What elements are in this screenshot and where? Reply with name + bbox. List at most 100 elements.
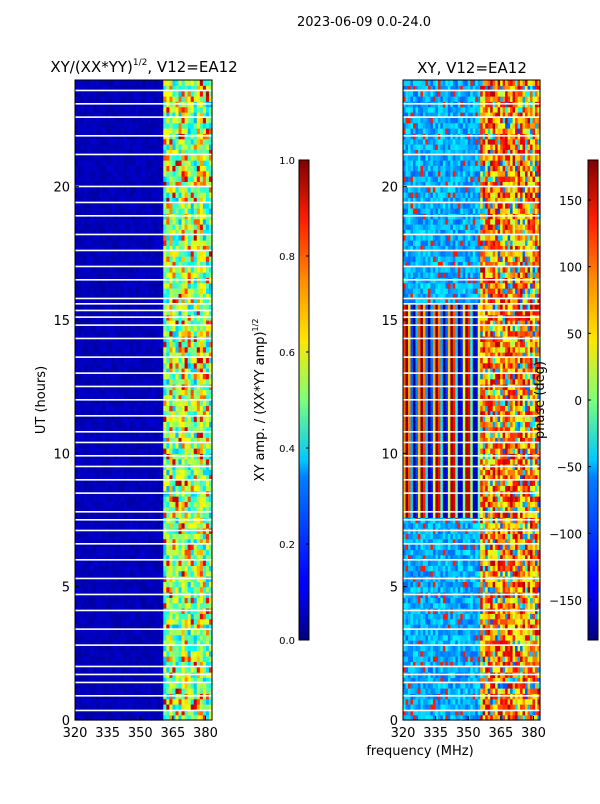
heatmap-cell xyxy=(178,288,183,294)
heatmap-cell xyxy=(187,128,192,134)
heatmap-cell xyxy=(132,282,137,289)
heatmap-cell xyxy=(117,176,122,182)
heatmap-cell xyxy=(123,485,128,492)
heatmap-cell xyxy=(114,714,119,721)
heatmap-cell xyxy=(120,613,125,620)
heatmap-cell xyxy=(108,410,113,417)
heatmap-cell xyxy=(96,400,100,406)
heatmap-cell xyxy=(84,293,88,300)
heatmap-cell xyxy=(172,389,177,396)
heatmap-cell xyxy=(93,352,97,358)
heatmap-cell xyxy=(172,346,177,353)
heatmap-cell xyxy=(129,650,134,657)
heatmap-cell xyxy=(102,650,107,657)
heatmap-cell xyxy=(187,538,192,545)
heatmap-cell xyxy=(90,229,94,236)
heatmap-cell xyxy=(184,469,189,476)
heatmap-cell xyxy=(75,677,79,684)
heatmap-cell xyxy=(84,245,88,252)
heatmap-cell xyxy=(108,256,113,262)
heatmap-cell xyxy=(120,309,125,316)
heatmap-cell xyxy=(205,506,210,513)
heatmap-cell xyxy=(81,250,85,257)
heatmap-cell xyxy=(187,256,192,262)
heatmap-cell xyxy=(151,448,155,454)
heatmap-cell xyxy=(181,645,186,652)
heatmap-cell xyxy=(169,298,174,305)
heatmap-cell xyxy=(138,714,143,721)
heatmap-cell xyxy=(154,170,158,177)
heatmap-cell xyxy=(202,501,207,508)
heatmap-cell xyxy=(196,282,201,289)
heatmap-cell xyxy=(196,677,201,684)
heatmap-cell xyxy=(102,682,107,689)
heatmap-cell xyxy=(108,538,113,545)
heatmap-cell xyxy=(105,597,110,604)
heatmap-cell xyxy=(169,282,174,289)
heatmap-cell xyxy=(208,234,213,241)
heatmap-cell xyxy=(205,394,210,401)
heatmap-cell xyxy=(187,186,192,193)
heatmap-cell xyxy=(123,218,128,225)
heatmap-cell xyxy=(208,330,213,337)
heatmap-cell xyxy=(114,613,119,620)
heatmap-cell xyxy=(96,160,100,166)
heatmap-cell xyxy=(84,506,88,513)
heatmap-cell xyxy=(135,442,140,449)
heatmap-cell xyxy=(87,256,91,262)
heatmap-cell xyxy=(193,154,198,161)
heatmap-cell xyxy=(75,250,79,257)
heatmap-cell xyxy=(187,586,192,593)
heatmap-cell xyxy=(151,485,155,492)
heatmap-cell xyxy=(126,581,131,588)
heatmap-cell xyxy=(135,661,140,668)
heatmap-cell xyxy=(102,368,107,374)
heatmap-cell xyxy=(87,645,91,652)
heatmap-cell xyxy=(84,426,88,433)
heatmap-cell xyxy=(184,618,189,625)
heatmap-cell xyxy=(202,245,207,252)
heatmap-cell xyxy=(196,426,201,433)
heatmap-cell xyxy=(175,698,180,705)
heatmap-cell xyxy=(102,394,107,401)
heatmap-cell xyxy=(129,272,134,278)
heatmap-cell xyxy=(166,629,170,636)
heatmap-cell xyxy=(105,474,110,481)
heatmap-cell xyxy=(181,240,186,246)
heatmap-cell xyxy=(163,586,167,593)
heatmap-cell xyxy=(117,496,122,502)
heatmap-cell xyxy=(138,378,143,385)
heatmap-cell xyxy=(135,688,140,694)
heatmap-cell xyxy=(81,688,85,694)
heatmap-cell xyxy=(181,282,186,289)
heatmap-cell xyxy=(138,704,143,710)
heatmap-cell xyxy=(208,186,213,193)
heatmap-cell xyxy=(190,714,195,721)
heatmap-cell xyxy=(181,432,186,438)
heatmap-cell xyxy=(193,341,198,348)
heatmap-cell xyxy=(193,661,198,668)
heatmap-cell xyxy=(190,437,195,444)
heatmap-cell xyxy=(102,448,107,454)
heatmap-cell xyxy=(205,448,210,454)
heatmap-cell xyxy=(129,688,134,694)
heatmap-cell xyxy=(81,437,85,444)
heatmap-cell xyxy=(193,394,198,401)
heatmap-cell xyxy=(129,170,134,177)
heatmap-cell xyxy=(96,677,100,684)
heatmap-cell xyxy=(81,138,85,145)
heatmap-cell xyxy=(190,256,195,262)
heatmap-cell xyxy=(151,240,155,246)
heatmap-cell xyxy=(135,485,140,492)
heatmap-cell xyxy=(78,522,82,529)
heatmap-cell xyxy=(208,645,213,652)
heatmap-cell xyxy=(84,501,88,508)
heatmap-cell xyxy=(93,234,97,241)
heatmap-cell xyxy=(135,474,140,481)
heatmap-cell xyxy=(75,234,79,241)
heatmap-cell xyxy=(184,688,189,694)
heatmap-cell xyxy=(141,256,146,262)
heatmap-cell xyxy=(166,549,170,556)
heatmap-cell xyxy=(81,426,85,433)
heatmap-cell xyxy=(175,373,180,380)
